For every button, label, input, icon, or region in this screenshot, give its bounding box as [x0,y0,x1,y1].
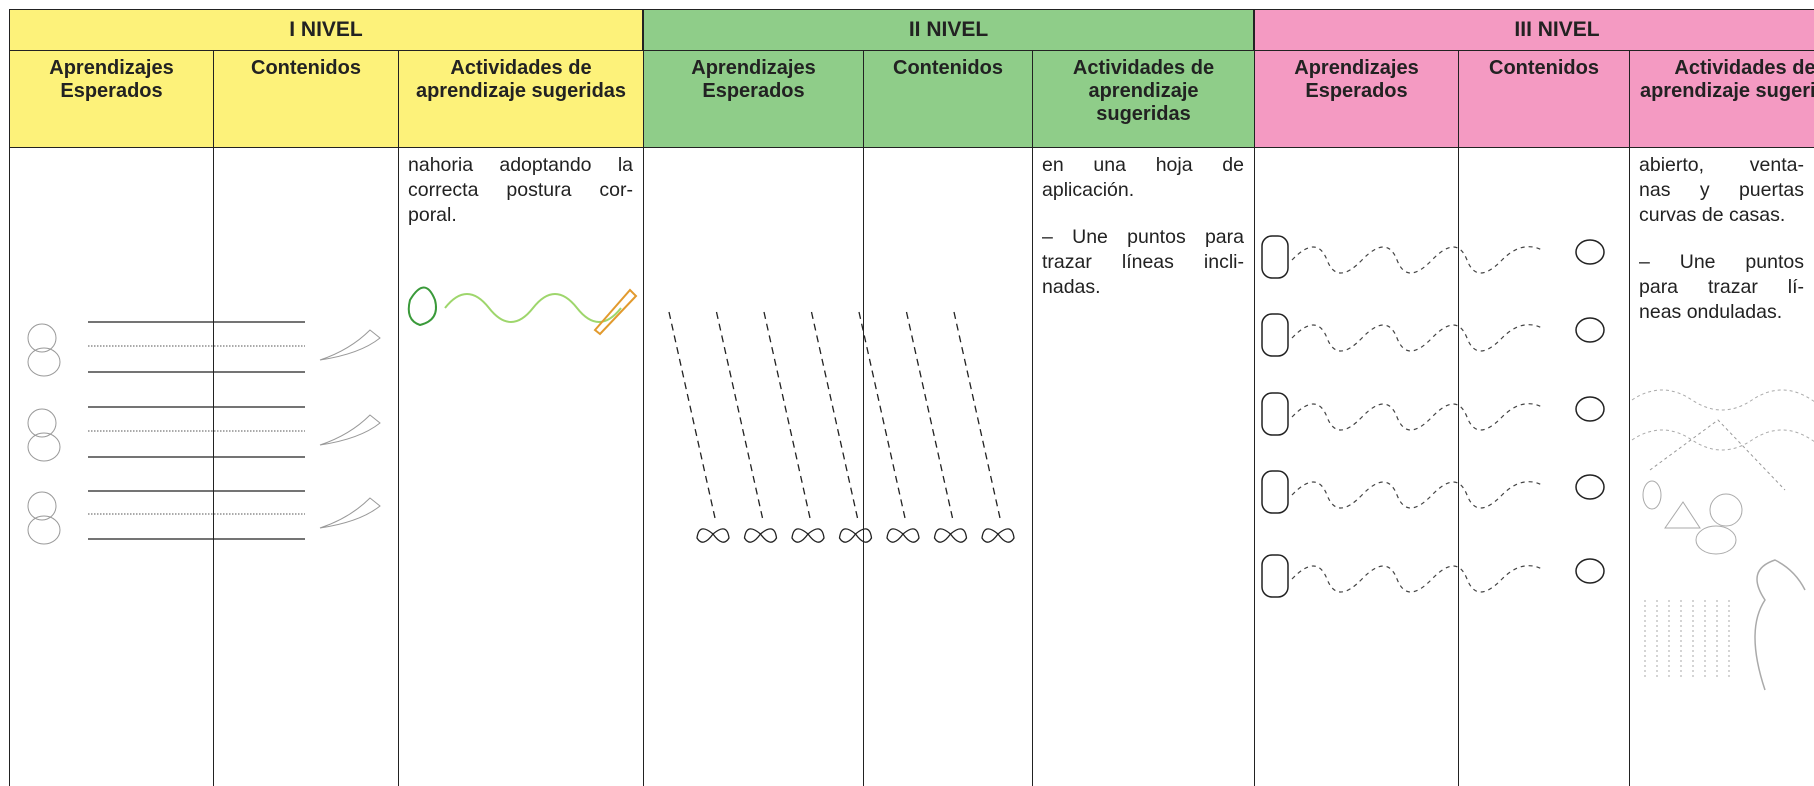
column-header: Aprendizajes Esperados [9,50,214,148]
carrot [319,329,381,361]
text-line: en una hoja de [1042,154,1244,176]
text-line: nas y puertas [1639,179,1804,201]
bird [1575,474,1605,500]
carrot [319,497,381,529]
cage [1261,392,1289,436]
wavy-dashed [1291,403,1543,431]
text-line: correcta postura cor- [408,179,633,201]
wavy-dashed [1291,324,1543,352]
cage [1261,313,1289,357]
butterfly [933,528,968,543]
wavy-green-line [444,293,622,323]
wavy-dashed [1291,565,1543,593]
text-line: – Une puntos para [1042,226,1244,248]
zigzag-line [1649,419,1786,491]
bird [1575,317,1605,343]
butterfly [981,528,1015,543]
dashed-line [858,311,906,519]
activity-text: en una hoja de aplicación. – Une puntos pa… [1032,153,1254,300]
text-line: – Une puntos [1639,251,1804,273]
wavy-dashed [1291,246,1543,274]
text-line: trazar líneas incli- [1042,251,1244,273]
text-line: nadas. [1042,276,1101,298]
level-title: I NIVEL [9,9,643,51]
rabbit [27,347,61,377]
wave-line [1631,429,1814,451]
text-line: abierto, venta- [1639,154,1804,176]
text-line: curvas de casas. [1639,204,1786,226]
bird [1575,558,1605,584]
carrot [319,414,381,446]
text-line: poral. [408,204,457,226]
rabbit-green [407,286,437,327]
dashed-line [810,311,859,519]
tree [1754,559,1806,691]
shape [1695,525,1737,555]
body-cell [1458,147,1630,786]
carrot-orange [593,288,638,336]
butterfly [838,528,873,543]
rabbit [27,408,57,438]
text-line: neas onduladas. [1639,301,1783,323]
bird [1575,396,1605,422]
level-title: III NIVEL [1254,9,1814,51]
column-header: Contenidos [213,50,399,148]
column-header: Actividades de aprendizaje sugeridas [1629,50,1814,148]
rabbit [27,515,61,545]
text-line: nahoria adoptando la [408,154,633,176]
shape [1709,493,1743,527]
body-cell [1032,147,1255,786]
column-header: Aprendizajes Esperados [643,50,864,148]
body-cell [1629,147,1814,786]
shape [1664,501,1701,529]
body-cell [863,147,1033,786]
cage [1261,554,1289,598]
cage [1261,235,1289,279]
butterfly [886,528,920,543]
column-header: Actividades de aprendizaje sugeridas [1032,50,1255,148]
shape [1642,480,1662,510]
cage [1261,470,1289,514]
wave-line [1631,389,1814,411]
dashed-line [953,311,1001,519]
dashed-line [715,311,764,519]
dashed-line [668,311,716,519]
column-header: Actividades de aprendizaje sugeridas [398,50,644,148]
column-header: Contenidos [863,50,1033,148]
bird [1575,239,1605,265]
butterfly [791,528,825,543]
body-cell [9,147,214,786]
dashed-line [763,311,811,519]
rabbit [27,491,57,521]
wavy-dashed [1291,481,1543,509]
activity-text: abierto, venta-nas y puertas curvas de ca… [1629,153,1814,325]
text-line: para trazar lí- [1639,276,1804,298]
body-cell [643,147,864,786]
text-line: aplicación. [1042,179,1135,201]
butterfly [743,528,778,543]
rabbit [27,432,61,462]
dashed-line [905,311,954,519]
column-header: Contenidos [1458,50,1630,148]
activity-text: nahoria adoptando la correcta postura cor… [398,153,643,228]
level-title: II NIVEL [643,9,1254,51]
body-cell [213,147,399,786]
butterfly [696,528,730,543]
rabbit [27,323,57,353]
